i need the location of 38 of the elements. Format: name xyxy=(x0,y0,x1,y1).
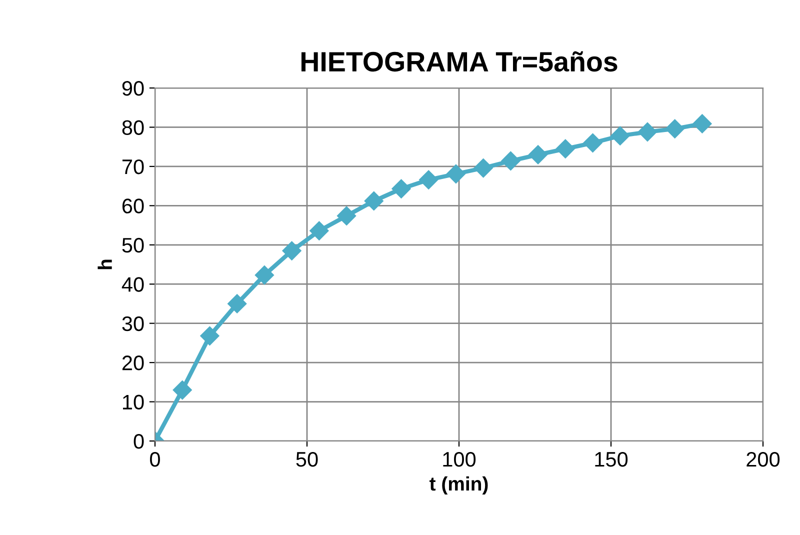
y-tick-label: 90 xyxy=(122,81,144,96)
point xyxy=(419,170,438,190)
y-tick-label: 30 xyxy=(122,316,144,332)
point xyxy=(501,151,520,170)
point xyxy=(528,145,548,164)
x-tick-label: 150 xyxy=(595,452,628,467)
point xyxy=(200,326,220,346)
point xyxy=(228,294,247,314)
x-tick-label: 100 xyxy=(443,452,476,467)
x-tick-label: 50 xyxy=(296,452,318,467)
point xyxy=(583,133,602,152)
point xyxy=(392,179,411,198)
chart-title: HIETOGRAMA Tr=5años xyxy=(301,51,618,72)
y-tick-label: 50 xyxy=(122,238,144,253)
point xyxy=(638,122,658,142)
y-tick-label: 10 xyxy=(123,394,144,410)
point xyxy=(310,221,329,240)
y-tick-label: 60 xyxy=(122,198,144,214)
point xyxy=(556,139,575,158)
point xyxy=(665,119,684,138)
y-tick-label: 80 xyxy=(122,120,144,135)
point xyxy=(474,158,493,178)
x-tick-label: 0 xyxy=(150,452,160,467)
point xyxy=(254,266,274,285)
y-tick-label: 0 xyxy=(134,434,144,449)
x-axis-title: t (min) xyxy=(430,476,488,495)
y-tick-label: 70 xyxy=(122,159,144,174)
y-tick-label: 20 xyxy=(122,356,144,370)
point xyxy=(610,126,630,146)
x-tick-label: 200 xyxy=(746,452,780,467)
point xyxy=(282,241,302,260)
point xyxy=(692,114,712,134)
y-tick-label: 40 xyxy=(122,277,144,292)
point xyxy=(446,164,466,184)
y-axis-title: h xyxy=(98,260,112,270)
point xyxy=(336,206,356,226)
point xyxy=(364,191,384,210)
point xyxy=(172,380,192,400)
